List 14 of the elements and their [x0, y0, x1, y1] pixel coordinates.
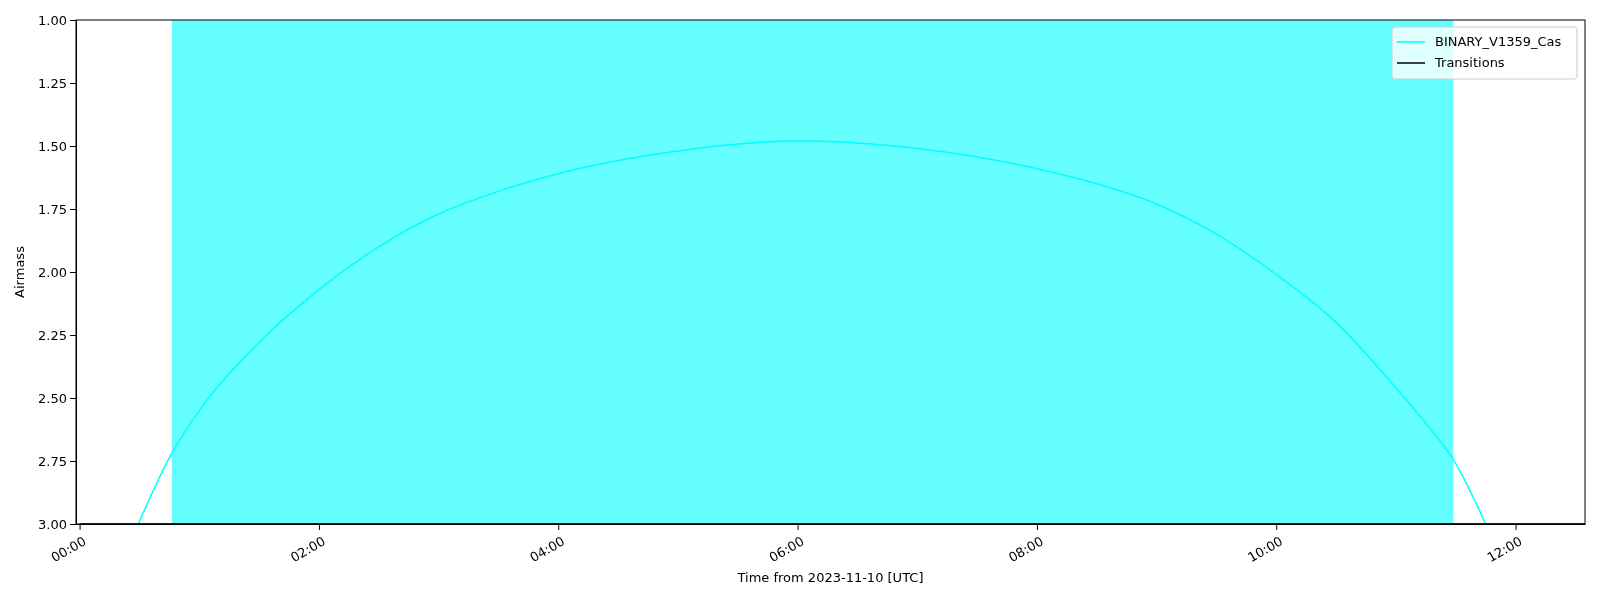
y-tick-label: 1.75 [38, 201, 67, 217]
y-tick-label: 1.00 [38, 12, 67, 28]
y-tick-label: 1.50 [38, 138, 67, 154]
legend-label: BINARY_V1359_Cas [1435, 34, 1562, 49]
x-axis-title: Time from 2023-11-10 [UTC] [736, 570, 924, 585]
y-tick-label: 3.00 [38, 516, 67, 532]
legend-label: Transitions [1434, 55, 1505, 70]
y-tick-label: 2.00 [38, 264, 67, 280]
y-tick-label: 2.25 [38, 327, 67, 343]
y-tick-label: 2.50 [38, 390, 67, 406]
line-series [137, 140, 1487, 524]
y-tick-label: 2.75 [38, 453, 67, 469]
y-tick-label: 1.25 [38, 75, 67, 91]
y-axis-title: Airmass [12, 245, 27, 298]
